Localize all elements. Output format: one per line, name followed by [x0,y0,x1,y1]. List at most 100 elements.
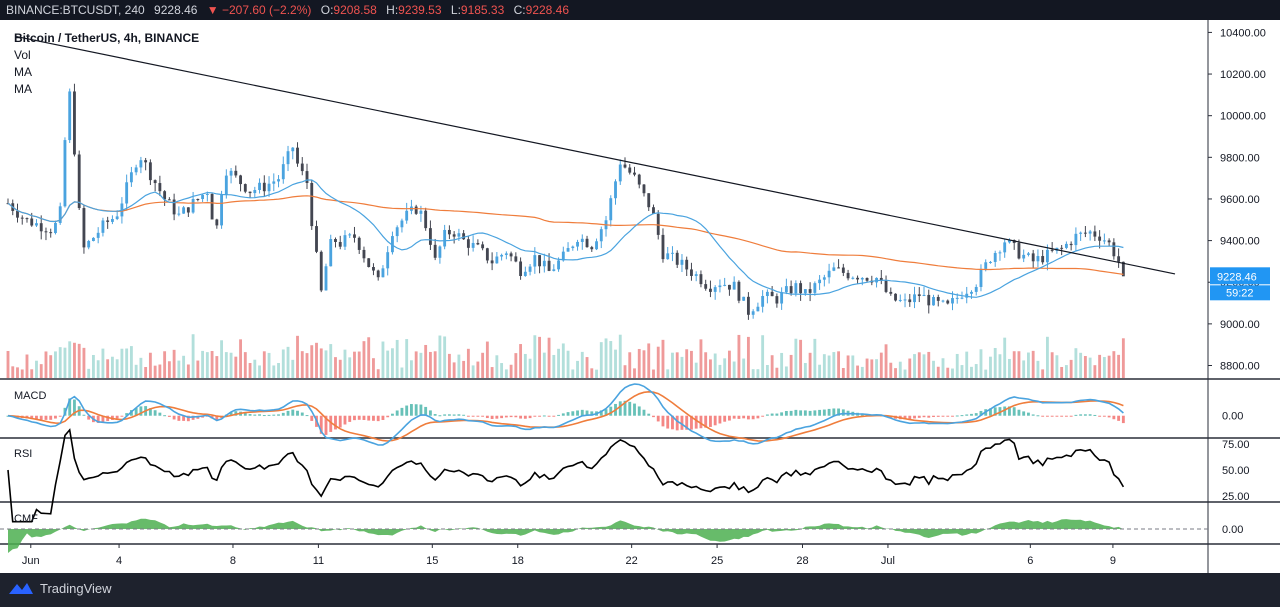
candle-body [519,261,523,276]
volume-bar [457,354,461,378]
macd-hist-bar [718,415,722,424]
volume-bar [253,359,257,378]
volume-bar [590,368,594,378]
volume-bar [542,352,546,378]
high-label: H: [386,3,399,17]
volume-bar [993,347,997,378]
countdown-badge [1210,285,1270,301]
macd-hist-bar [1098,415,1102,417]
macd-hist-bar [751,415,755,420]
rsi-label[interactable]: RSI [14,448,33,460]
candle-body [566,248,570,252]
cmf-label[interactable]: CMF [14,513,38,525]
macd-hist-bar [727,415,731,421]
volume-bar [528,358,532,378]
volume-bar [395,339,399,378]
legend-vol[interactable]: Vol [14,48,31,62]
macd-hist-bar [82,414,86,416]
macd-hist-bar [87,415,91,420]
volume-bar [92,354,95,378]
candle-body [647,193,651,208]
volume-bar [557,348,560,378]
volume-bar [201,350,205,378]
macd-hist-bar [789,410,793,416]
candle-body [917,294,921,297]
volume-bar [120,348,124,378]
candle-body [58,206,62,223]
volume-bar [879,352,883,378]
candle-body [296,147,299,164]
macd-hist-bar [571,411,575,416]
candle-body [585,238,589,248]
symbol-label[interactable]: BINANCE:BTCUSDT, 240 [6,3,145,17]
candle-body [134,167,138,173]
countdown-label: 59:22 [1226,287,1254,299]
macd-hist-bar [35,415,38,420]
candle-body [946,300,950,304]
candle-body [205,194,209,196]
candle-body [709,288,712,292]
candle-body [723,284,727,286]
volume-bar [1041,369,1045,378]
candle-body [144,160,148,163]
volume-bar [362,341,366,378]
macd-hist-bar [395,410,399,416]
volume-bar [946,367,950,378]
volume-bar [538,336,541,378]
macd-hist-bar [1022,411,1026,416]
macd-label[interactable]: MACD [14,390,47,402]
volume-bar [54,351,57,378]
volume-bar [300,351,304,378]
macd-hist-bar [272,414,276,416]
candle-body [253,189,257,194]
volume-bar [599,342,603,378]
candle-body [751,311,755,315]
volume-bar [894,368,897,378]
macd-hist-bar [182,415,186,421]
macd-hist-bar [618,401,622,416]
candle-body [789,286,793,294]
volume-bar [414,351,418,378]
volume-bar [746,336,750,378]
macd-hist-bar [324,415,328,435]
candle-body [30,218,34,226]
price-chart[interactable]: 8800.009000.009200.009400.009600.009800.… [0,20,1280,573]
macd-hist-bar [1093,414,1097,416]
macd-hist-bar [756,415,760,419]
candle-body [258,182,261,190]
macd-hist-bar [172,415,176,420]
volume-bar [1079,352,1083,378]
volume-bar [723,358,727,378]
macd-hist-bar [547,415,551,417]
volume-bar [908,358,912,378]
volume-bar [296,335,299,378]
chart-area[interactable]: 8800.009000.009200.009400.009600.009800.… [0,20,1280,573]
volume-bar [628,352,632,378]
tradingview-logo[interactable]: TradingView [8,580,112,596]
macd-signal-line [7,390,1124,442]
macd-hist-bar [666,415,670,429]
volume-bar [447,353,451,378]
legend-ma-slow[interactable]: MA [14,82,32,96]
macd-hist-bar [296,410,299,416]
volume-bar [205,352,209,378]
candle-body [391,236,394,253]
candle-body [424,210,428,229]
legend-ma-fast[interactable]: MA [14,65,32,79]
volume-bar [642,350,646,378]
macd-hist-bar [1088,414,1092,416]
chart-title[interactable]: Bitcoin / TetherUS, 4h, BINANCE [14,31,200,45]
candle-body [315,226,318,252]
volume-bar [1022,360,1026,378]
candle-body [932,297,935,306]
volume-bar [846,355,850,378]
macd-line [7,383,1124,446]
price-tick-label: 8800.00 [1220,361,1260,373]
macd-hist-bar [542,415,546,417]
candle-body [509,253,513,257]
candle-body [727,284,731,290]
macd-hist-bar [917,415,921,418]
macd-hist-bar [58,415,62,417]
candle-body [837,267,841,269]
candle-body [765,291,769,297]
